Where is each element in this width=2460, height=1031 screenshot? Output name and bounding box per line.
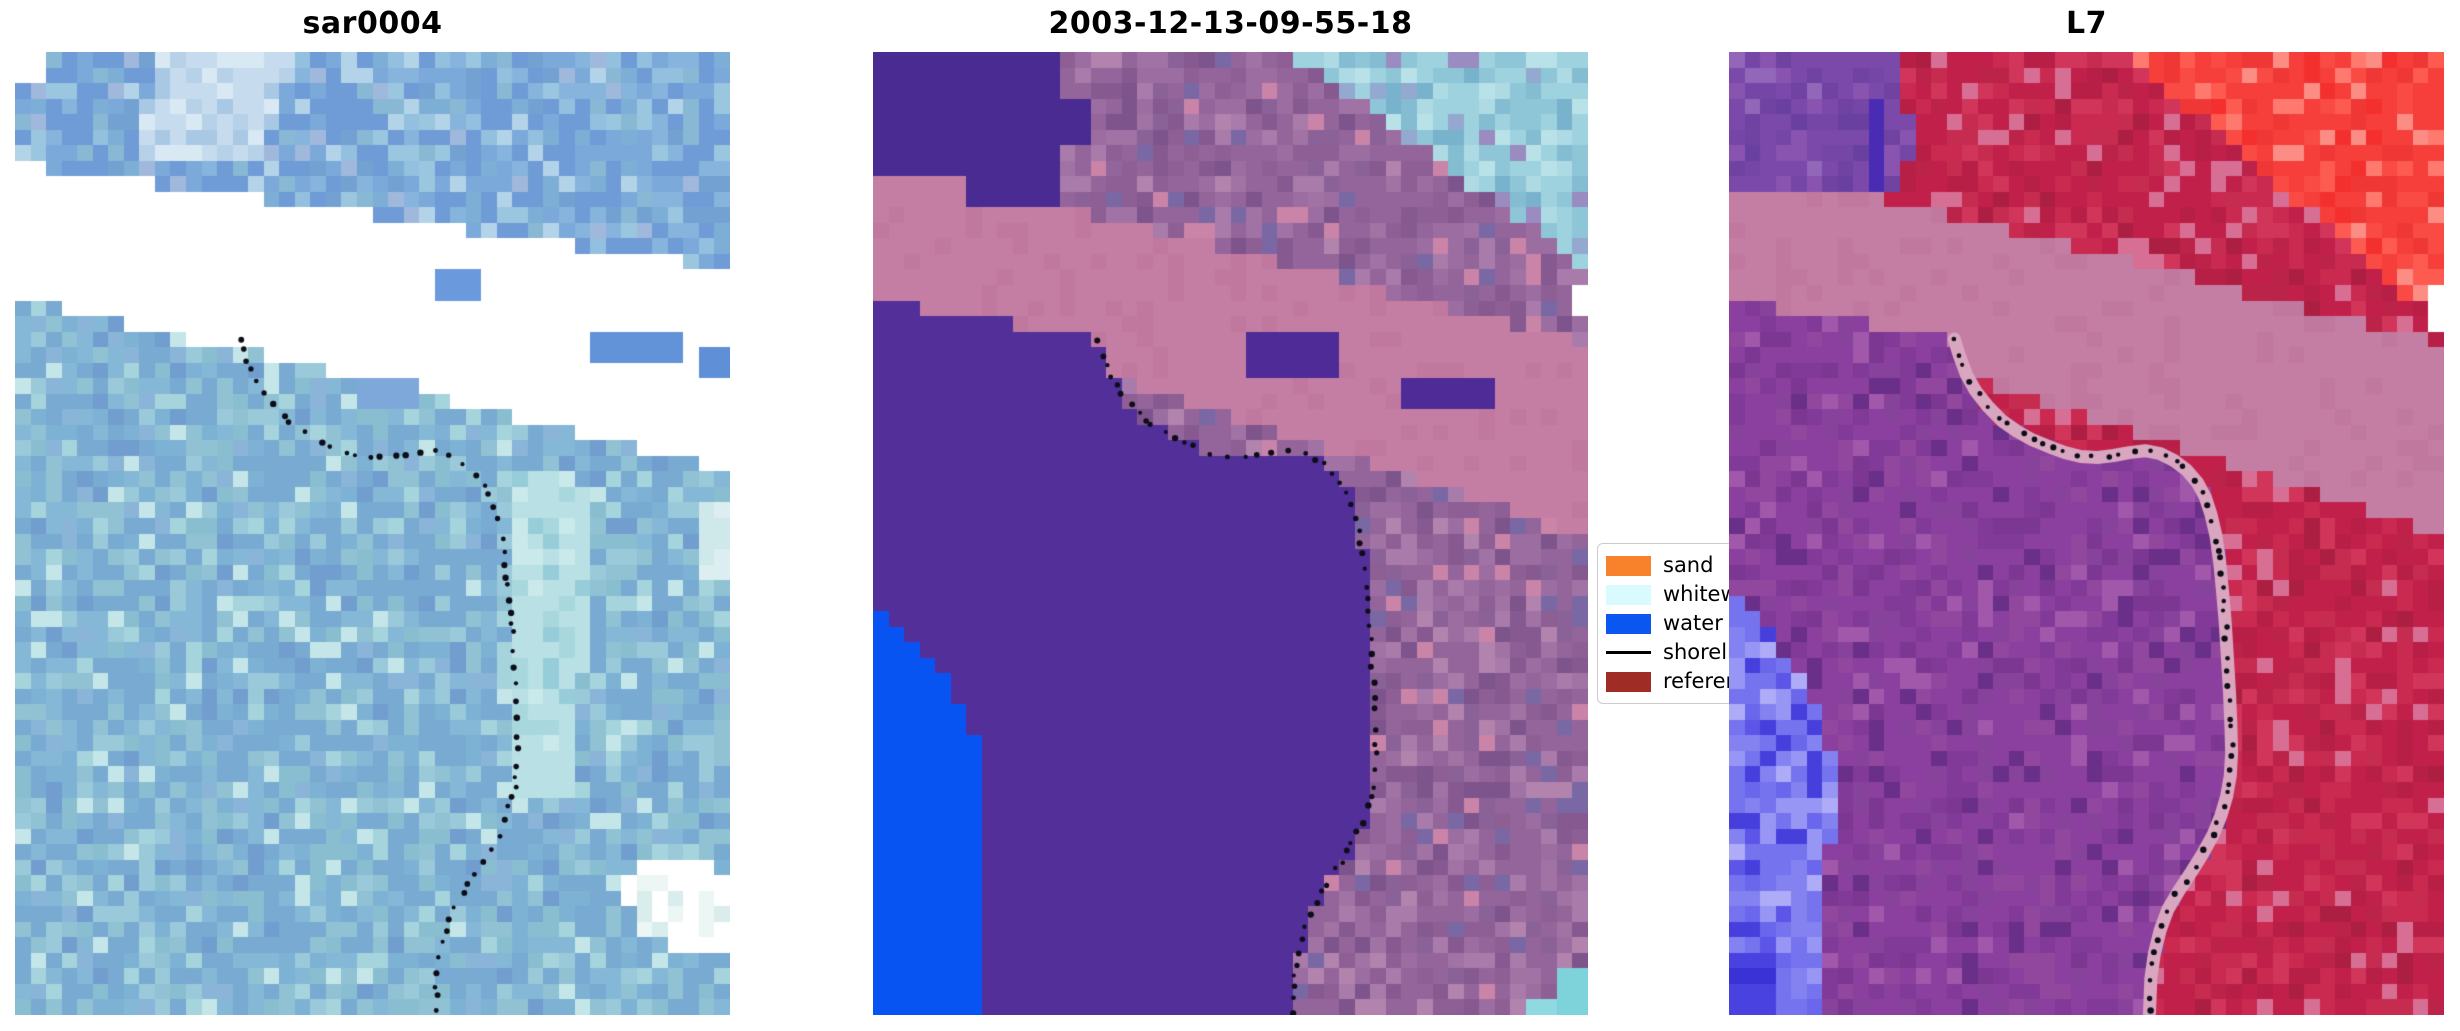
legend-reference-swatch <box>1606 671 1651 692</box>
panel-classified-image <box>873 52 1588 1015</box>
panel-classified: 2003-12-13-09-55-18 <box>873 0 1588 1031</box>
legend-label: sand <box>1663 553 1714 577</box>
panel-sar: sar0004 <box>15 0 730 1031</box>
panel-l7-image <box>1729 52 2444 1015</box>
legend-sand-swatch <box>1606 555 1651 576</box>
panel-sar-image <box>15 52 730 1015</box>
panel-sar-title: sar0004 <box>302 6 443 41</box>
legend-row-water: water <box>1606 609 1784 638</box>
legend-water-swatch <box>1606 613 1651 634</box>
legend-shoreline-line-sample <box>1606 651 1651 654</box>
panel-l7-title: L7 <box>2066 6 2107 41</box>
legend-whitewater-swatch <box>1606 584 1651 605</box>
panel-l7: L7 <box>1729 0 2444 1031</box>
panel-classified-title: 2003-12-13-09-55-18 <box>1048 6 1413 41</box>
legend-label: water <box>1663 611 1723 635</box>
legend-row-sand: sand <box>1606 551 1784 580</box>
